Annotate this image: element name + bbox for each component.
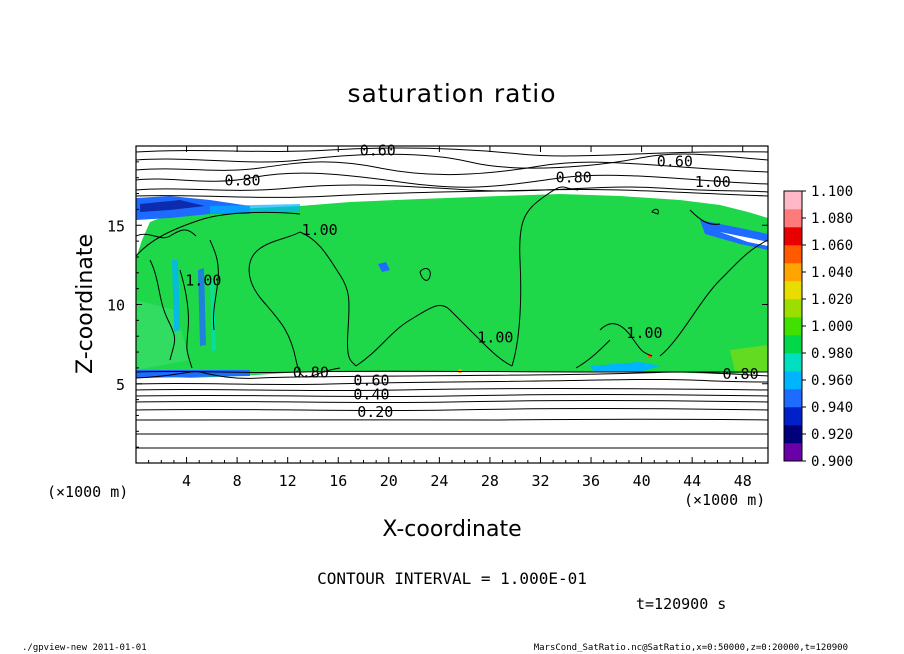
contour-label: 0.60 [353,371,389,389]
colorbar-label: 1.000 [811,319,853,335]
colorbar-label: 1.100 [811,184,853,200]
x-axis-label: X-coordinate [382,517,521,542]
footer-left: ./gpview-new 2011-01-01 [22,643,147,653]
colorbar-swatch [784,353,802,372]
x-unit-left: (×1000 m) [47,483,128,501]
contour-label: 0.60 [360,142,396,160]
colorbar-swatch [784,299,802,318]
contour-label: 0.80 [722,365,758,383]
x-tick-label: 16 [329,472,347,490]
time-label: t=120900 s [636,595,726,613]
colorbar-swatch [784,371,802,390]
saturated-region [136,194,768,378]
colorbar-label: 1.060 [811,238,853,254]
y-axis: 5 10 15 [107,161,768,448]
x-tick-label: 20 [380,472,398,490]
footer-right: MarsCond_SatRatio.nc@SatRatio,x=0:50000,… [534,643,848,653]
colorbar-label: 0.960 [811,373,853,389]
x-tick-label: 36 [582,472,600,490]
colorbar-swatch [784,227,802,246]
colorbar: 1.100 1.080 1.060 1.040 1.020 1.000 0.980 0.960… [783,184,853,470]
contour-label: 1.00 [185,271,221,289]
y-axis-label: Z-coordinate [73,234,98,374]
colorbar-label: 0.920 [811,427,853,443]
colorbar-swatch [784,407,802,426]
y-tick-label: 5 [116,376,125,394]
x-tick-label: 32 [531,472,549,490]
x-tick-label: 4 [182,472,191,490]
plot-area [136,146,768,463]
contour-label: 0.80 [293,363,329,381]
colorbar-label: 0.940 [811,400,853,416]
colorbar-swatch [784,245,802,264]
colorbar-label: 1.020 [811,292,853,308]
colorbar-swatch [784,443,802,462]
contour-label: 0.20 [357,403,393,421]
y-tick-label: 10 [107,297,125,315]
contour-lines [136,147,768,449]
colorbar-swatch [784,209,802,228]
contour-label: 0.40 [353,386,389,404]
colorbar-swatch [784,317,802,336]
contour-label: 0.80 [224,172,260,190]
x-tick-label: 48 [734,472,752,490]
contour-label: 1.00 [695,173,731,191]
x-tick-label: 28 [481,472,499,490]
colorbar-swatch [784,425,802,444]
x-tick-label: 40 [633,472,651,490]
contour-label: 0.80 [556,168,592,186]
contour-label: 1.00 [302,221,338,239]
x-tick-label: 8 [233,472,242,490]
contour-labels: 0.60 0.60 0.80 0.80 1.00 1.00 1.00 1.00 1.00 0.80… [185,142,758,422]
colorbar-swatch [784,191,802,210]
colorbar-label: 0.900 [811,454,853,470]
colorbar-label: 0.980 [811,346,853,362]
contour-interval: CONTOUR INTERVAL = 1.000E-01 [317,569,587,588]
contour-label: 1.00 [477,329,513,347]
x-tick-label: 24 [430,472,448,490]
y-tick-label: 15 [107,217,125,235]
colorbar-label: 1.080 [811,211,853,227]
x-unit-right: (×1000 m) [684,491,765,509]
chart-title: saturation ratio [347,79,556,108]
contour-label: 0.60 [657,153,693,171]
colorbar-label: 1.040 [811,265,853,281]
colorbar-swatch [784,389,802,408]
contour-label: 1.00 [626,324,662,342]
x-axis: 4 8 12 16 20 24 28 32 36 40 44 48 [148,146,756,490]
x-tick-label: 44 [683,472,701,490]
colorbar-swatch [784,281,802,300]
x-tick-label: 12 [279,472,297,490]
colorbar-swatch [784,263,802,282]
colorbar-swatch [784,335,802,354]
